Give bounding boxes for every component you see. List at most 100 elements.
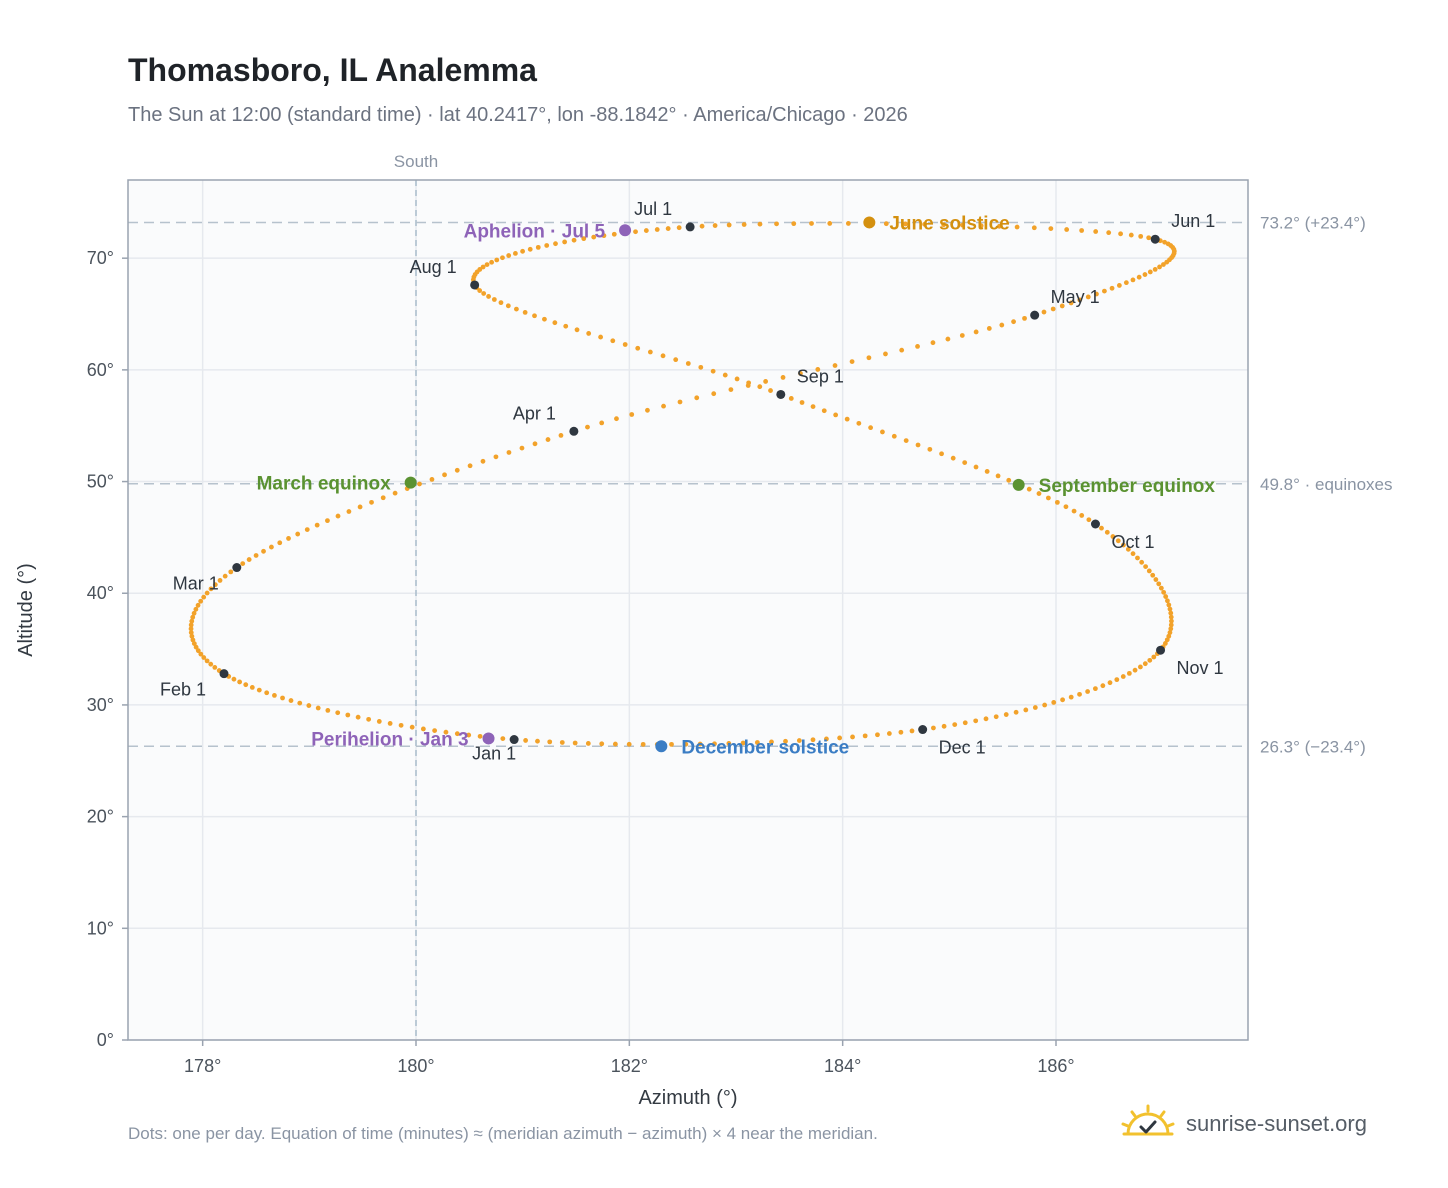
daily-dot <box>710 368 716 374</box>
daily-dot <box>288 698 294 703</box>
reference-line-label: 49.8° · equinoxes <box>1260 475 1393 494</box>
daily-dot <box>335 513 341 519</box>
daily-dot <box>409 724 415 730</box>
daily-dot <box>673 357 679 363</box>
daily-dot <box>484 262 490 268</box>
daily-dot <box>601 233 607 239</box>
daily-dot <box>586 331 592 336</box>
daily-dot <box>1079 228 1085 233</box>
daily-dot <box>191 641 197 646</box>
month-marker-dot <box>470 280 480 290</box>
daily-dot <box>810 404 816 409</box>
daily-dot <box>1042 702 1048 708</box>
month-marker-label: May 1 <box>1051 287 1100 307</box>
daily-dot <box>527 246 533 252</box>
daily-dot <box>984 469 990 474</box>
daily-dot <box>883 221 889 227</box>
month-marker-label: Jul 1 <box>634 199 672 219</box>
daily-dot <box>996 223 1002 229</box>
month-marker-label: Oct 1 <box>1111 532 1154 552</box>
x-tick-label: 178° <box>184 1056 221 1076</box>
daily-dot <box>454 467 460 473</box>
daily-dot <box>1136 274 1142 280</box>
daily-dot <box>1150 572 1156 578</box>
daily-dot <box>193 606 199 612</box>
month-marker-dot <box>685 222 695 232</box>
month-marker-dot <box>569 426 579 436</box>
daily-dot <box>201 594 207 600</box>
daily-dot <box>585 741 591 746</box>
month-marker-dot <box>219 669 229 679</box>
month-marker-label: Jan 1 <box>472 744 516 764</box>
daily-dot <box>429 476 435 482</box>
daily-dot <box>1054 499 1060 505</box>
daily-dot <box>1123 280 1129 286</box>
daily-dot <box>277 540 283 546</box>
daily-dot <box>432 728 438 734</box>
daily-dot <box>532 441 538 447</box>
daily-dot <box>661 403 666 409</box>
event-marker-dot <box>863 216 876 229</box>
daily-dot <box>237 679 243 685</box>
event-marker-label: Aphelion · Jul 5 <box>464 221 606 242</box>
month-markers: Jan 1 Feb 1 Mar 1 Apr 1 May 1 Jun 1 Jul 1 Aug 1… <box>160 199 1224 764</box>
month-marker-dot <box>1030 310 1040 320</box>
plot-frame <box>127 179 1249 1041</box>
daily-dot <box>815 367 821 372</box>
daily-dot <box>939 451 944 457</box>
daily-dot <box>1164 637 1170 643</box>
daily-dot <box>392 490 398 496</box>
daily-dot <box>654 227 660 232</box>
daily-dot <box>774 221 779 227</box>
brand[interactable]: sunrise-sunset.org <box>1120 1102 1367 1146</box>
event-marker-label: December solstice <box>681 737 849 758</box>
daily-dot <box>1031 225 1037 231</box>
daily-dot <box>272 693 277 698</box>
event-marker-dot <box>1012 478 1025 491</box>
daily-dot <box>1106 230 1112 236</box>
daily-dot <box>1167 606 1173 612</box>
daily-dot <box>208 661 214 667</box>
daily-dot <box>535 738 540 744</box>
daily-dot <box>1100 683 1106 689</box>
daily-dot <box>722 372 728 378</box>
daily-dot <box>198 598 204 604</box>
daily-dot <box>1022 315 1027 321</box>
daily-dot <box>612 741 618 747</box>
daily-dot <box>1104 529 1110 535</box>
daily-dot <box>198 651 204 657</box>
daily-dot <box>1079 513 1085 518</box>
daily-dot <box>1068 694 1074 700</box>
daily-dot <box>599 420 605 426</box>
daily-dot <box>1142 272 1148 277</box>
daily-dot <box>581 236 587 242</box>
daily-dot <box>269 544 274 550</box>
daily-dot <box>1165 598 1170 604</box>
daily-dot <box>542 316 547 322</box>
daily-dot <box>1115 538 1121 544</box>
daily-dot <box>1167 630 1173 635</box>
daily-dot <box>685 361 691 366</box>
daily-dot <box>253 553 259 558</box>
daily-dot <box>286 536 291 541</box>
daily-dot <box>532 313 537 319</box>
daily-dot <box>572 740 578 746</box>
daily-dot <box>1003 712 1009 717</box>
daily-dot <box>1026 486 1032 492</box>
event-markers: June solstice Aphelion · Jul 5 March equin… <box>257 213 1216 758</box>
month-marker-label: Dec 1 <box>939 738 986 758</box>
daily-dot <box>1168 610 1174 616</box>
daily-dot <box>1006 477 1012 483</box>
daily-dot <box>500 736 506 742</box>
daily-dot <box>1166 633 1172 639</box>
daily-dot <box>189 618 195 624</box>
footnote: Dots: one per day. Equation of time (min… <box>128 1124 878 1143</box>
daily-dot <box>295 531 301 537</box>
daily-dot <box>1077 691 1082 697</box>
daily-dot <box>962 720 968 726</box>
event-marker-label: September equinox <box>1039 476 1216 497</box>
month-marker-dot <box>1090 519 1100 529</box>
daily-dot <box>357 504 363 510</box>
x-axis-label: Azimuth (°) <box>638 1087 737 1109</box>
daily-dot <box>1130 277 1136 283</box>
